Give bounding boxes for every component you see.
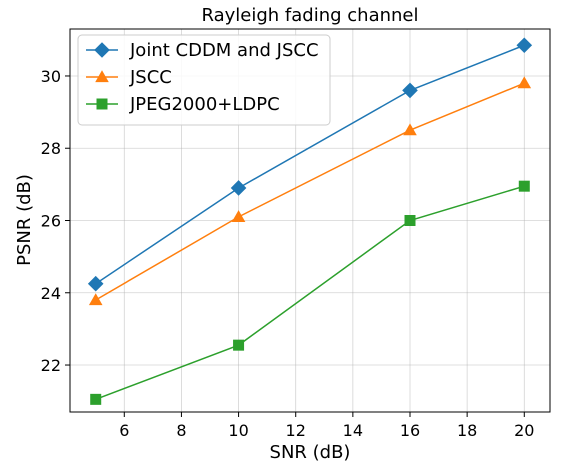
legend-marker: [94, 42, 110, 58]
data-point: [403, 123, 417, 136]
legend-marker: [95, 70, 109, 83]
y-axis: 22 24 26 28 30: [41, 67, 70, 375]
y-tick-label: 22: [41, 356, 61, 375]
data-point: [231, 210, 246, 222]
data-point: [402, 82, 418, 99]
data-point: [517, 76, 532, 89]
legend-entry: JSCC: [86, 67, 172, 88]
chart-title: Rayleigh fading channel: [201, 5, 418, 26]
series-group: [87, 37, 533, 405]
x-axis-label: SNR (dB): [270, 442, 351, 463]
x-tick-label: 14: [343, 421, 363, 440]
x-tick-label: 20: [514, 421, 534, 440]
legend-label: Joint CDDM and JSCC: [129, 40, 319, 61]
y-tick-label: 24: [41, 284, 61, 303]
series-1: [87, 37, 533, 292]
legend: Joint CDDM and JSCC JSCC JPEG2000+LDPC: [77, 34, 331, 126]
series-line: [95, 82, 525, 301]
series-2: [88, 76, 532, 306]
data-point: [404, 215, 416, 226]
data-point: [90, 393, 102, 405]
x-axis: 6 8 10 12 14 16 18 20: [119, 412, 534, 440]
legend-entry: JPEG2000+LDPC: [86, 94, 280, 115]
series-line: [95, 185, 525, 401]
data-point: [516, 37, 533, 54]
x-tick-label: 12: [286, 421, 306, 440]
legend-label: JPEG2000+LDPC: [129, 94, 280, 115]
x-tick-label: 6: [119, 421, 129, 440]
series-3: [90, 180, 530, 405]
legend-box: [77, 34, 331, 126]
x-tick-label: 18: [457, 421, 477, 440]
y-tick-label: 30: [41, 67, 61, 86]
legend-label: JSCC: [129, 67, 172, 88]
data-point: [88, 293, 103, 306]
data-point: [230, 180, 247, 196]
legend-marker: [96, 98, 108, 110]
data-point: [518, 180, 530, 192]
y-tick-label: 26: [41, 212, 61, 231]
x-tick-label: 8: [176, 421, 186, 440]
x-tick-label: 16: [400, 421, 420, 440]
data-point: [233, 339, 245, 351]
x-tick-label: 10: [228, 421, 248, 440]
series-line: [95, 44, 525, 285]
data-point: [87, 275, 104, 292]
y-axis-label: PSNR (dB): [14, 174, 35, 266]
legend-entry: Joint CDDM and JSCC: [86, 40, 319, 61]
y-tick-label: 28: [41, 139, 61, 158]
